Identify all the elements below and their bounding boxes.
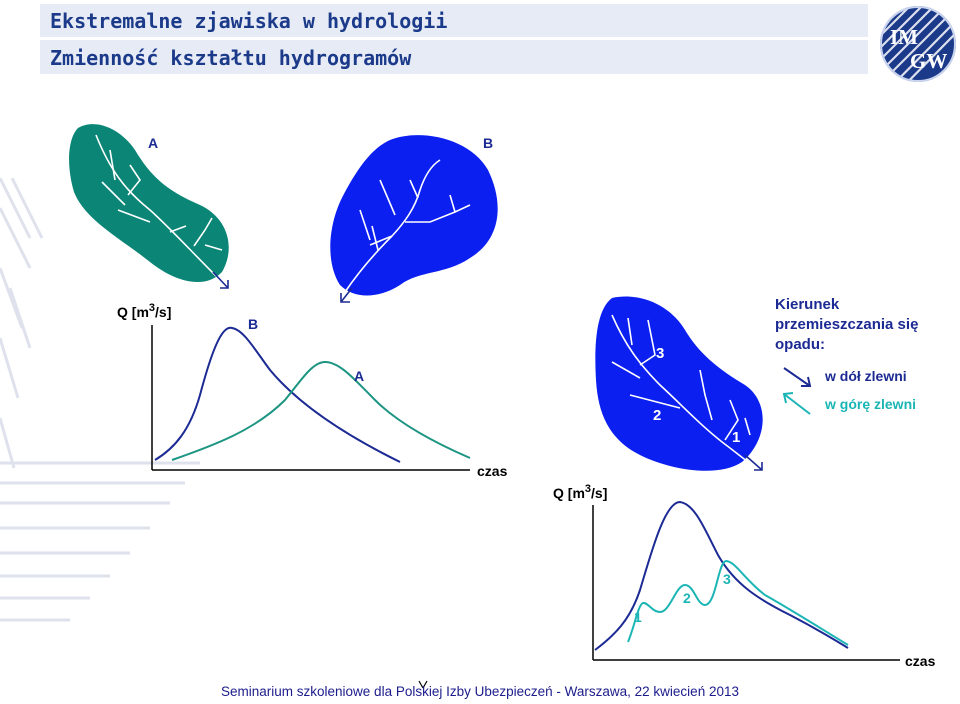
imgw-logo-icon: IM GW — [880, 6, 956, 82]
curve-b-label: B — [248, 316, 258, 332]
downstream-arrow-icon — [783, 367, 812, 387]
legend-downstream-label: w dół zlewni — [824, 368, 907, 384]
hydrograph2-x-label: czas — [905, 653, 936, 669]
catchment-b — [330, 135, 498, 303]
subtitle-bar: Zmienność kształtu hydrogramów — [40, 40, 868, 74]
hydrograph-a-curve — [171, 360, 471, 461]
legend-title-line1: Kierunek — [775, 296, 840, 313]
zone-label-3: 3 — [656, 345, 664, 362]
peak-label-2: 2 — [683, 590, 691, 606]
catchment-a — [69, 124, 229, 289]
peak-label-1: 1 — [634, 609, 642, 625]
catchment-b-label: B — [483, 135, 493, 151]
hydrograph-downstream-curve — [594, 500, 849, 651]
decorative-lines — [0, 178, 200, 622]
legend-title-line2: przemieszczania się — [775, 316, 918, 333]
hydrograph2-axes — [592, 505, 900, 661]
catchment-a-label: A — [148, 135, 158, 151]
page-subtitle: Zmienność kształtu hydrogramów — [50, 46, 412, 70]
catchment-zones — [595, 296, 763, 471]
logo-text-top: IM — [890, 25, 918, 49]
hydrograph-b-curve — [154, 326, 401, 463]
hydrograph1-y-label: Q [m3/s] — [117, 302, 171, 320]
hydrograph1-x-label: czas — [477, 463, 508, 479]
upstream-arrow-icon — [782, 392, 811, 415]
zone-label-2: 2 — [653, 407, 661, 424]
footer-text: Seminarium szkoleniowe dla Polskiej Izby… — [221, 684, 739, 699]
zone-label-1: 1 — [732, 429, 740, 446]
title-bar: Ekstremalne zjawiska w hydrologii — [40, 4, 868, 37]
legend-title-line3: opadu: — [775, 336, 825, 353]
page-title: Ekstremalne zjawiska w hydrologii — [50, 9, 448, 33]
hydrograph1-axes — [151, 325, 470, 471]
footer-marker-icon — [418, 680, 428, 689]
curve-a-label: A — [354, 368, 364, 384]
hydrograph-upstream-curve — [627, 559, 849, 646]
logo-text-bottom: GW — [910, 49, 947, 73]
hydrograph2-y-label: Q [m3/s] — [553, 483, 607, 501]
legend-upstream-label: w górę zlewni — [824, 396, 916, 412]
peak-label-3: 3 — [723, 571, 731, 587]
